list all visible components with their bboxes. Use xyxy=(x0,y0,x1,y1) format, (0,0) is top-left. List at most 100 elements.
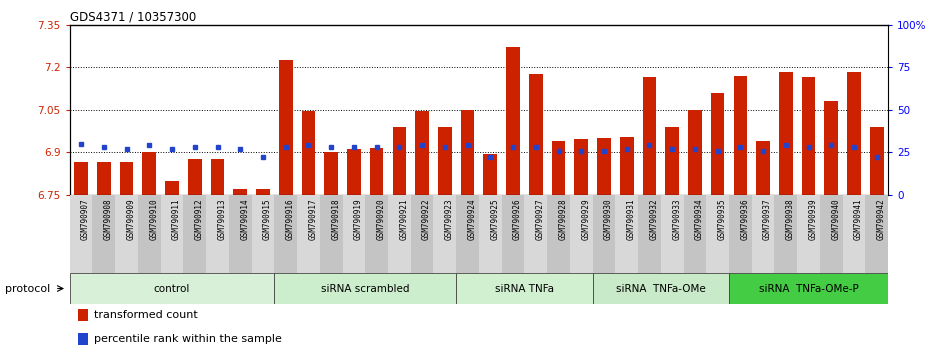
Text: GSM790914: GSM790914 xyxy=(240,199,249,240)
Bar xyxy=(729,195,751,273)
Bar xyxy=(438,127,452,195)
Text: GSM790920: GSM790920 xyxy=(377,199,386,240)
Bar xyxy=(342,195,365,273)
Bar xyxy=(843,195,866,273)
Bar xyxy=(206,195,229,273)
Bar xyxy=(120,162,133,195)
Text: siRNA scrambled: siRNA scrambled xyxy=(321,284,409,293)
Bar xyxy=(797,195,820,273)
Bar xyxy=(297,195,320,273)
Bar xyxy=(274,273,457,304)
Bar xyxy=(460,110,474,195)
Bar xyxy=(370,148,383,195)
Bar xyxy=(592,195,616,273)
Bar xyxy=(166,181,179,195)
Text: GSM790923: GSM790923 xyxy=(445,199,454,240)
Bar xyxy=(70,273,274,304)
Text: GSM790932: GSM790932 xyxy=(649,199,658,240)
Bar xyxy=(252,195,274,273)
Text: GSM790935: GSM790935 xyxy=(718,199,726,240)
Bar xyxy=(779,72,792,195)
Text: GSM790930: GSM790930 xyxy=(604,199,613,240)
Text: GSM790908: GSM790908 xyxy=(104,199,113,240)
Bar xyxy=(529,74,542,195)
Bar xyxy=(506,47,520,195)
Bar xyxy=(279,60,293,195)
Text: GSM790938: GSM790938 xyxy=(786,199,795,240)
Bar xyxy=(347,149,361,195)
Text: GSM790928: GSM790928 xyxy=(559,199,567,240)
Bar xyxy=(661,195,684,273)
Text: GSM790926: GSM790926 xyxy=(513,199,522,240)
Bar xyxy=(551,141,565,195)
Bar xyxy=(211,159,224,195)
Text: GSM790917: GSM790917 xyxy=(309,199,317,240)
Bar xyxy=(115,195,138,273)
Bar xyxy=(820,195,843,273)
Text: siRNA  TNFa-OMe: siRNA TNFa-OMe xyxy=(616,284,706,293)
Bar xyxy=(756,141,770,195)
Bar xyxy=(570,195,592,273)
Bar xyxy=(392,127,406,195)
Text: GSM790939: GSM790939 xyxy=(808,199,817,240)
Text: GSM790940: GSM790940 xyxy=(831,199,841,240)
Bar xyxy=(847,72,861,195)
Bar xyxy=(161,195,183,273)
Bar xyxy=(616,195,638,273)
Text: siRNA TNFa: siRNA TNFa xyxy=(495,284,554,293)
Text: transformed count: transformed count xyxy=(94,310,198,320)
Bar xyxy=(142,152,156,195)
Text: GDS4371 / 10357300: GDS4371 / 10357300 xyxy=(70,11,196,24)
Bar xyxy=(320,195,342,273)
Text: GSM790934: GSM790934 xyxy=(695,199,704,240)
Bar xyxy=(92,195,115,273)
Text: GSM790921: GSM790921 xyxy=(399,199,408,240)
Bar xyxy=(597,138,611,195)
Bar xyxy=(706,195,729,273)
Bar xyxy=(665,127,679,195)
Bar xyxy=(620,137,633,195)
Bar xyxy=(775,195,797,273)
Bar xyxy=(729,273,888,304)
Bar xyxy=(525,195,547,273)
Text: GSM790933: GSM790933 xyxy=(672,199,681,240)
Text: GSM790919: GSM790919 xyxy=(354,199,363,240)
Bar xyxy=(547,195,570,273)
Bar xyxy=(325,152,338,195)
Text: GSM790915: GSM790915 xyxy=(263,199,272,240)
Text: protocol: protocol xyxy=(5,284,50,293)
Bar xyxy=(638,195,661,273)
Text: GSM790941: GSM790941 xyxy=(854,199,863,240)
Bar xyxy=(734,76,747,195)
Bar xyxy=(229,195,252,273)
Bar xyxy=(688,110,702,195)
Bar xyxy=(575,139,588,195)
Bar xyxy=(256,189,270,195)
Text: GSM790942: GSM790942 xyxy=(877,199,885,240)
Bar xyxy=(138,195,161,273)
Text: GSM790911: GSM790911 xyxy=(172,199,181,240)
Bar xyxy=(97,162,111,195)
Bar xyxy=(78,332,87,346)
Bar xyxy=(183,195,206,273)
Bar xyxy=(388,195,411,273)
Text: GSM790910: GSM790910 xyxy=(150,199,158,240)
Text: GSM790925: GSM790925 xyxy=(490,199,499,240)
Text: control: control xyxy=(153,284,191,293)
Text: GSM790927: GSM790927 xyxy=(536,199,545,240)
Bar xyxy=(825,101,838,195)
Bar xyxy=(233,189,247,195)
Bar xyxy=(866,195,888,273)
Text: GSM790924: GSM790924 xyxy=(468,199,476,240)
Bar xyxy=(416,111,429,195)
Bar xyxy=(188,159,202,195)
Bar xyxy=(70,195,92,273)
Bar xyxy=(411,195,433,273)
Text: GSM790922: GSM790922 xyxy=(422,199,432,240)
Text: GSM790913: GSM790913 xyxy=(218,199,227,240)
Bar xyxy=(711,93,724,195)
Text: GSM790937: GSM790937 xyxy=(764,199,772,240)
Text: siRNA  TNFa-OMe-P: siRNA TNFa-OMe-P xyxy=(759,284,858,293)
Bar xyxy=(484,154,498,195)
Bar xyxy=(433,195,457,273)
